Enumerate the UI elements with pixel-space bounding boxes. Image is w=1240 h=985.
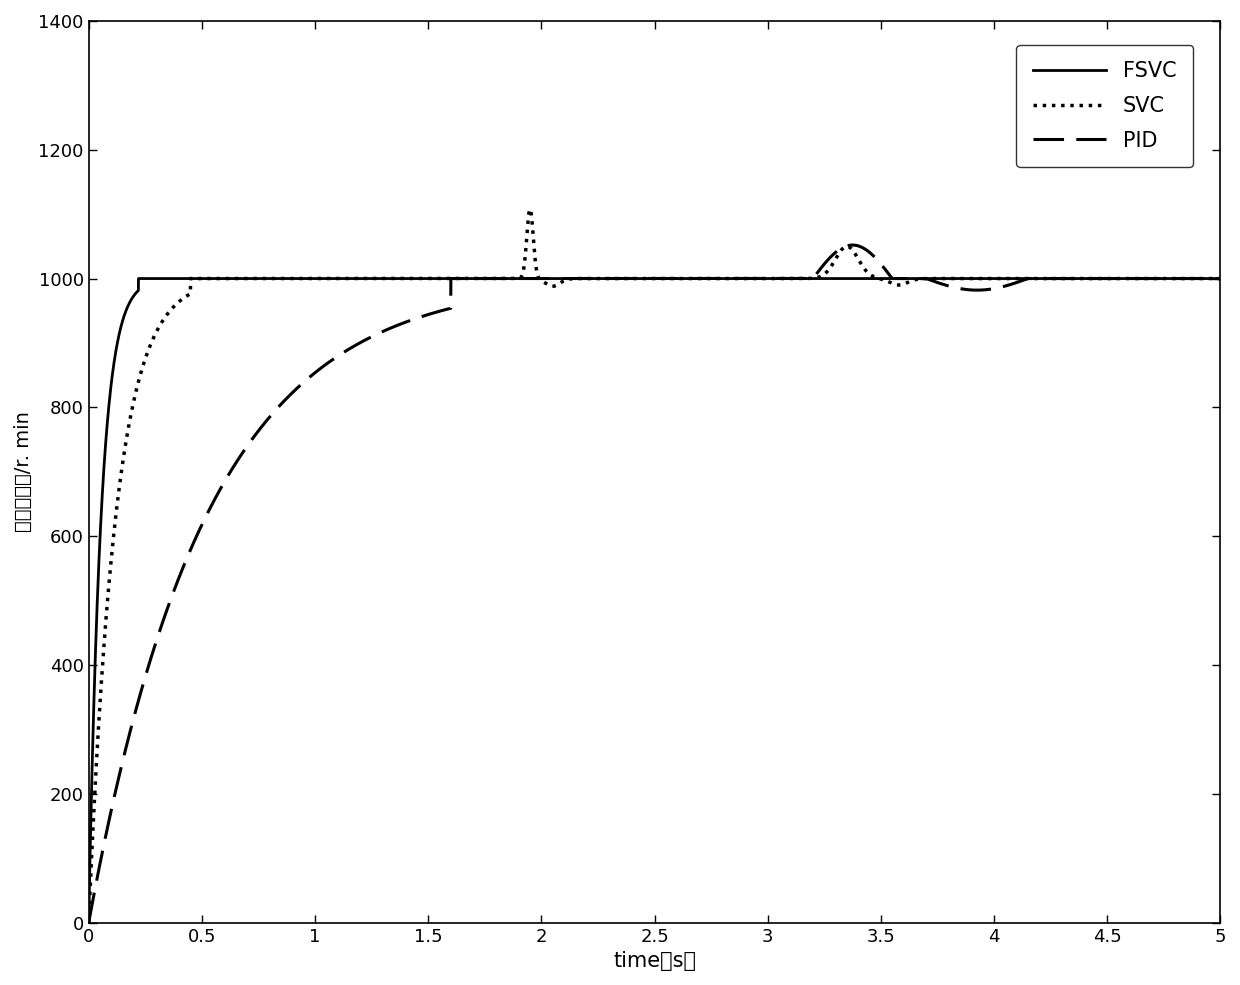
SVC [303, 273, 317, 285]
PID [149, 635, 164, 647]
PID [1153, 273, 1168, 285]
PID [87, 889, 102, 901]
Line: PID: PID [89, 245, 1220, 923]
Y-axis label: 柴油机转速/r. min: 柴油机转速/r. min [14, 412, 33, 532]
X-axis label: time（s）: time（s） [613, 952, 696, 971]
PID [303, 370, 317, 382]
SVC [87, 807, 102, 819]
FSVC [1153, 273, 1168, 285]
PID [635, 273, 650, 285]
FSVC [87, 700, 102, 712]
FSVC [128, 288, 143, 299]
SVC [82, 917, 97, 929]
SVC [635, 273, 650, 285]
PID [82, 917, 97, 929]
SVC [128, 387, 143, 399]
Line: SVC: SVC [89, 209, 1220, 923]
SVC [149, 326, 164, 338]
FSVC [82, 917, 97, 929]
FSVC [131, 273, 146, 285]
SVC [1213, 273, 1228, 285]
SVC [1153, 273, 1168, 285]
PID [128, 705, 143, 717]
FSVC [304, 273, 319, 285]
Legend: FSVC, SVC, PID: FSVC, SVC, PID [1017, 45, 1193, 167]
PID [1213, 273, 1228, 285]
Line: FSVC: FSVC [89, 279, 1220, 923]
FSVC [149, 273, 164, 285]
FSVC [1213, 273, 1228, 285]
SVC [522, 203, 537, 215]
PID [846, 239, 861, 251]
FSVC [635, 273, 650, 285]
